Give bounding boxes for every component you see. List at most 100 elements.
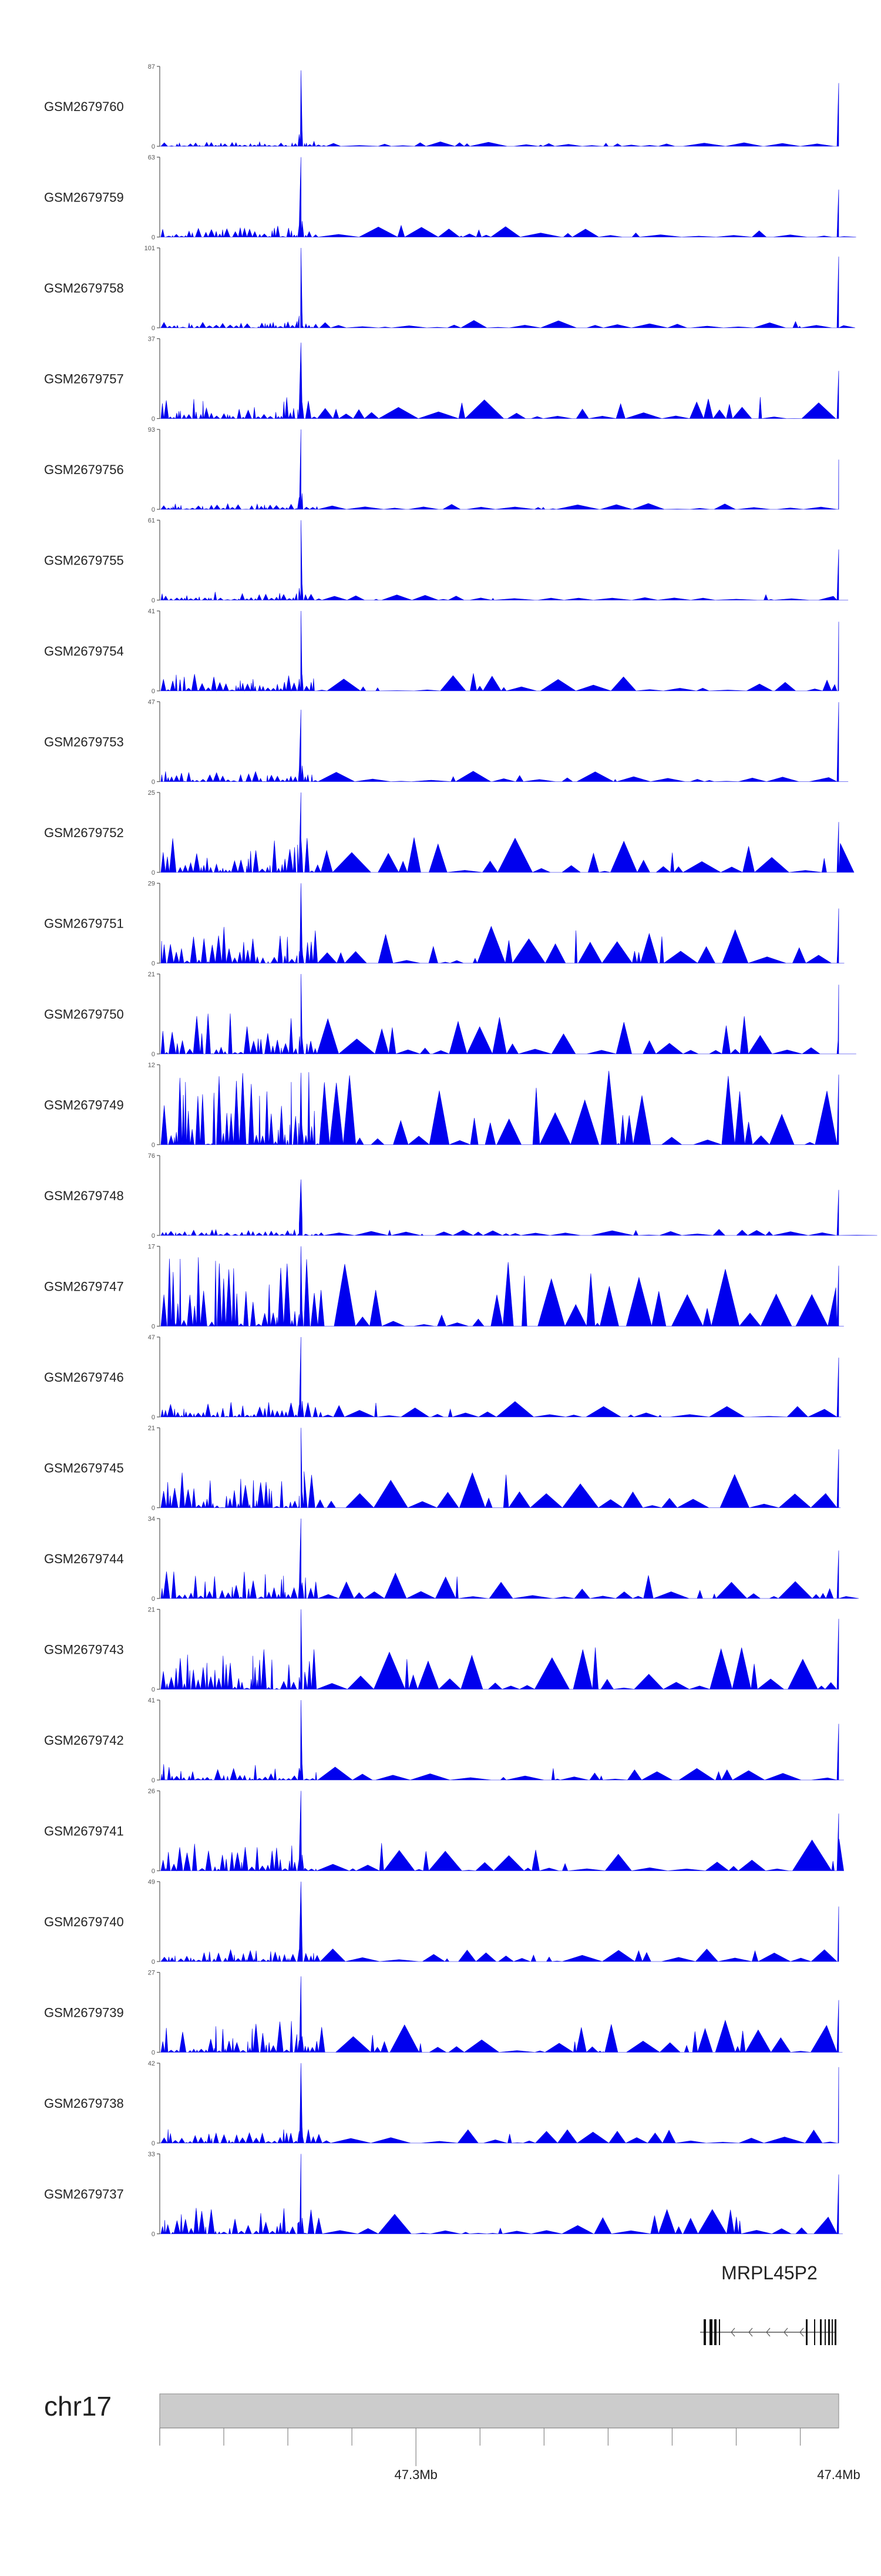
track-label: GSM2679757 (44, 372, 124, 387)
tracks-group: GSM2679760 87 0 GSM2679759 63 0 GSM2679758 101 0… (44, 63, 877, 2238)
track-label: GSM2679738 (44, 2096, 124, 2111)
track-label: GSM2679760 (44, 99, 124, 114)
strand-arrow-icon (784, 2328, 788, 2337)
y-zero-label: 0 (152, 1324, 155, 1331)
track-label: GSM2679758 (44, 281, 124, 295)
strand-arrow-icon (748, 2328, 753, 2337)
y-max-label: 34 (148, 1516, 155, 1523)
y-max-label: 63 (148, 155, 155, 162)
track-label: GSM2679749 (44, 1098, 124, 1113)
y-max-label: 42 (148, 2060, 155, 2067)
y-zero-label: 0 (152, 1505, 155, 1512)
gene-exon (719, 2319, 720, 2345)
track-GSM2679737: GSM2679737 33 0 (44, 2151, 843, 2238)
y-max-label: 76 (148, 1153, 155, 1160)
y-max-label: 21 (148, 971, 155, 978)
coverage-area (160, 973, 856, 1055)
track-GSM2679741: GSM2679741 26 0 (44, 1788, 844, 1875)
gene-exon (714, 2319, 717, 2345)
track-GSM2679747: GSM2679747 17 0 (44, 1244, 844, 1331)
coverage-area (160, 792, 855, 874)
gene-exon (832, 2319, 833, 2345)
y-max-label: 93 (148, 426, 155, 434)
y-zero-label: 0 (152, 779, 155, 786)
coverage-area (160, 1518, 859, 1600)
coverage-area (160, 610, 839, 692)
ideogram-track: chr17 47.3Mb 47.4Mb (44, 2391, 860, 2482)
y-max-label: 26 (148, 1788, 155, 1795)
y-zero-label: 0 (152, 1414, 155, 1421)
coverage-area (160, 520, 849, 601)
y-max-label: 41 (148, 608, 155, 615)
y-zero-label: 0 (152, 960, 155, 968)
track-label: GSM2679750 (44, 1007, 124, 1022)
track-GSM2679749: GSM2679749 12 0 (44, 1062, 839, 1149)
track-GSM2679740: GSM2679740 49 0 (44, 1879, 839, 1966)
y-max-label: 12 (148, 1062, 155, 1069)
coverage-area (160, 2063, 839, 2144)
track-GSM2679753: GSM2679753 47 0 (44, 699, 849, 786)
track-GSM2679744: GSM2679744 34 0 (44, 1516, 859, 1603)
gene-track: MRPL45P2 (700, 2262, 836, 2345)
coverage-area (160, 342, 839, 419)
coverage-area (160, 1700, 844, 1781)
track-GSM2679758: GSM2679758 101 0 (44, 245, 856, 332)
track-GSM2679743: GSM2679743 21 0 (44, 1607, 839, 1694)
gene-exon (825, 2319, 826, 2345)
gene-exon (704, 2319, 706, 2345)
coverage-area (160, 1336, 842, 1418)
track-label: GSM2679755 (44, 553, 124, 568)
track-label: GSM2679744 (44, 1551, 124, 1566)
y-max-label: 87 (148, 63, 155, 70)
y-max-label: 37 (148, 336, 155, 343)
y-max-label: 49 (148, 1879, 155, 1886)
y-zero-label: 0 (152, 1596, 155, 1603)
coverage-area (160, 429, 839, 511)
track-GSM2679757: GSM2679757 37 0 (44, 336, 839, 423)
chromosome-label: chr17 (44, 2391, 112, 2421)
tick-label: 47.3Mb (395, 2467, 438, 2482)
track-GSM2679742: GSM2679742 41 0 (44, 1697, 844, 1784)
y-zero-label: 0 (152, 1687, 155, 1694)
y-max-label: 21 (148, 1425, 155, 1432)
y-zero-label: 0 (152, 1777, 155, 1784)
gene-exon (806, 2319, 808, 2345)
track-label: GSM2679737 (44, 2187, 124, 2202)
y-max-label: 21 (148, 1607, 155, 1614)
y-zero-label: 0 (152, 234, 155, 241)
track-label: GSM2679740 (44, 1915, 124, 1929)
track-GSM2679750: GSM2679750 21 0 (44, 971, 856, 1058)
track-label: GSM2679741 (44, 1824, 124, 1839)
y-max-label: 47 (148, 1334, 155, 1341)
strand-arrow-icon (731, 2328, 735, 2337)
track-GSM2679751: GSM2679751 29 0 (44, 881, 845, 968)
track-label: GSM2679759 (44, 190, 124, 205)
track-label: GSM2679746 (44, 1370, 124, 1385)
gene-exon (828, 2319, 830, 2345)
y-zero-label: 0 (152, 1051, 155, 1058)
track-GSM2679759: GSM2679759 63 0 (44, 155, 856, 241)
strand-arrow-icon (766, 2328, 771, 2337)
track-label: GSM2679754 (44, 644, 124, 659)
track-label: GSM2679747 (44, 1279, 124, 1294)
coverage-area (160, 1881, 839, 1963)
track-GSM2679748: GSM2679748 76 0 (44, 1153, 877, 1240)
coverage-area (160, 157, 856, 238)
gene-exon (820, 2319, 822, 2345)
coverage-area (160, 1976, 843, 2053)
y-max-label: 61 (148, 518, 155, 525)
y-zero-label: 0 (152, 1142, 155, 1149)
y-zero-label: 0 (152, 1232, 155, 1240)
coverage-area (160, 1428, 841, 1509)
y-zero-label: 0 (152, 688, 155, 695)
track-label: GSM2679756 (44, 462, 124, 477)
track-label: GSM2679748 (44, 1188, 124, 1203)
y-zero-label: 0 (152, 1868, 155, 1875)
y-zero-label: 0 (152, 506, 155, 513)
track-GSM2679745: GSM2679745 21 0 (44, 1425, 841, 1512)
coverage-area (160, 702, 849, 782)
coverage-area (160, 1070, 839, 1146)
strand-arrow-icon (799, 2328, 804, 2337)
track-label: GSM2679743 (44, 1643, 124, 1657)
